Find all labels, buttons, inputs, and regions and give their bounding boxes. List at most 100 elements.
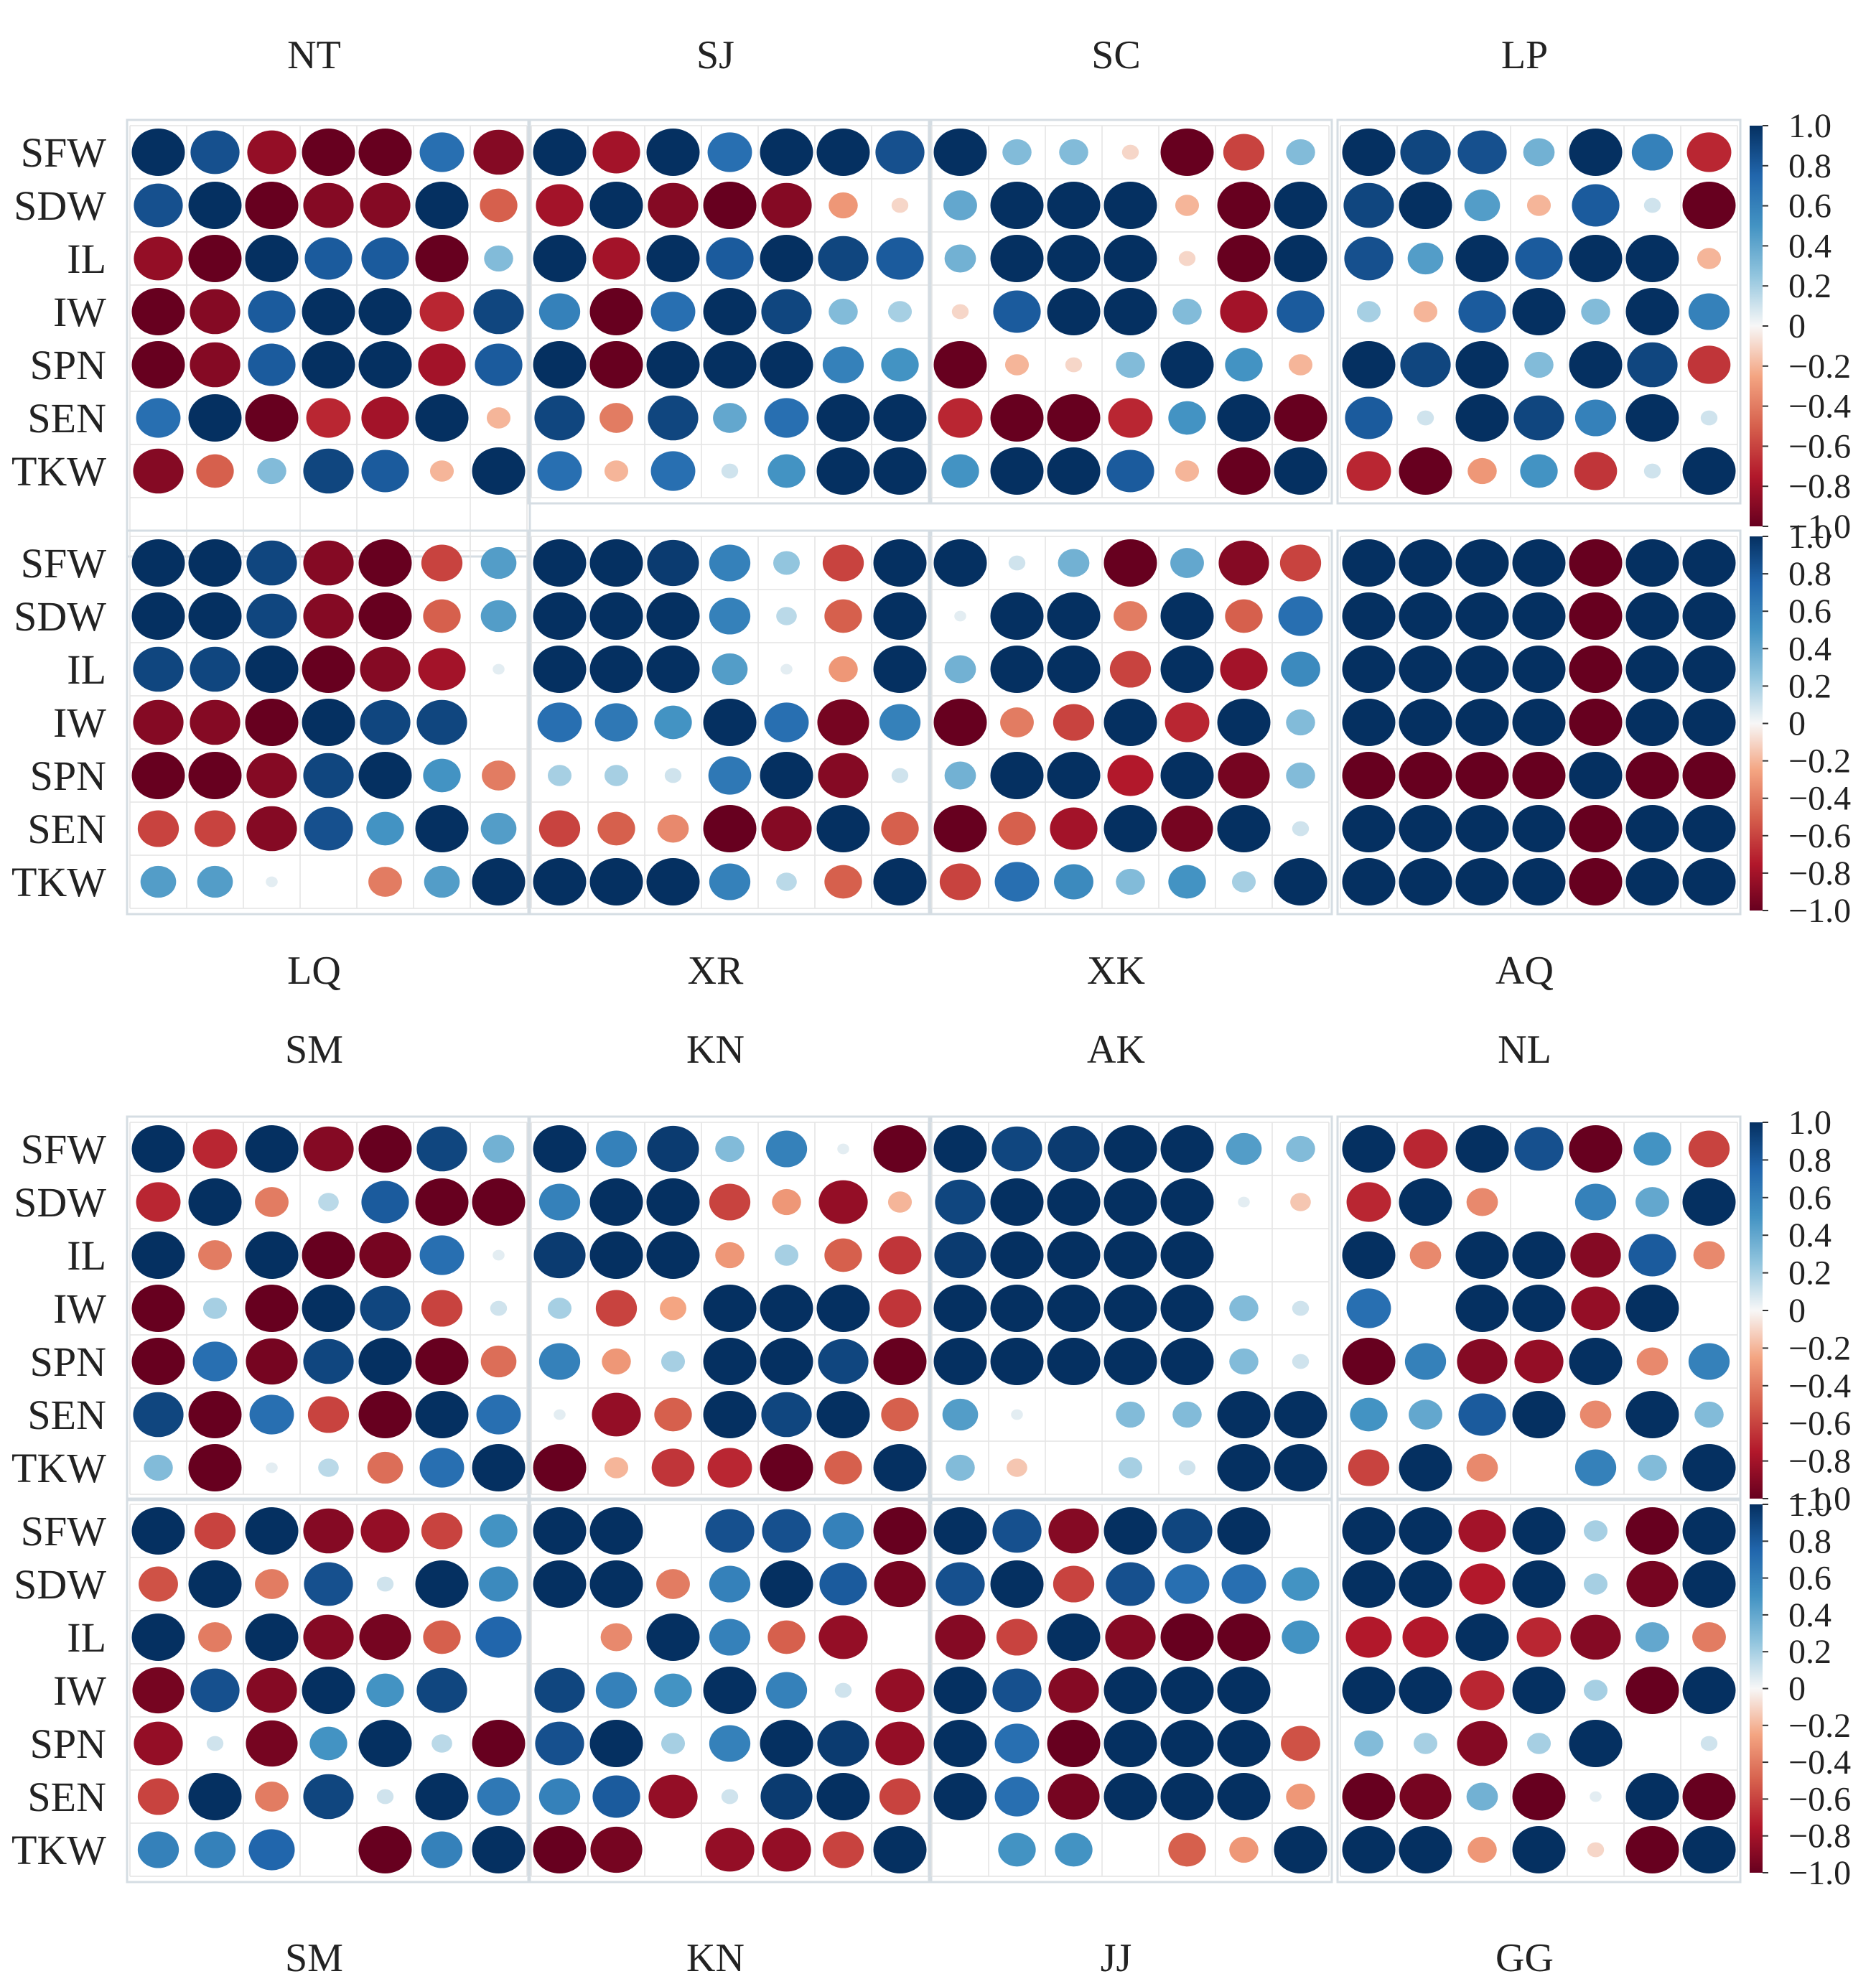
correlation-circle xyxy=(1457,130,1507,174)
correlation-circle xyxy=(245,1507,299,1555)
correlation-circle xyxy=(1346,1182,1391,1222)
colorbar-tick-label: −0.4 xyxy=(1788,1743,1851,1782)
correlation-circle xyxy=(1168,865,1206,899)
correlation-circle xyxy=(1399,539,1452,587)
correlation-circle xyxy=(1512,1391,1566,1438)
correlation-circle xyxy=(1103,1285,1157,1332)
correlation-circle xyxy=(1047,592,1101,640)
correlation-circle xyxy=(1047,182,1101,229)
correlation-circle xyxy=(306,398,351,438)
colorbar-tick-label: 0 xyxy=(1788,1292,1806,1330)
correlation-circle xyxy=(136,1182,181,1222)
correlation-circle xyxy=(475,1616,522,1658)
row-label: SPN xyxy=(30,1338,106,1385)
correlation-circle xyxy=(480,188,518,223)
correlation-circle xyxy=(954,610,966,622)
correlation-circle xyxy=(1292,821,1310,837)
correlation-circle xyxy=(873,1826,927,1873)
correlation-circle xyxy=(1118,1457,1143,1479)
correlation-circle xyxy=(249,1394,294,1435)
correlation-circle xyxy=(304,806,353,851)
correlation-circle xyxy=(1050,807,1098,850)
correlation-circle xyxy=(721,1789,739,1805)
correlation-circle xyxy=(1687,345,1731,384)
correlation-circle xyxy=(703,1667,757,1714)
correlation-circle xyxy=(190,699,241,745)
correlation-circle xyxy=(760,1773,813,1820)
correlation-circle xyxy=(1627,342,1678,388)
correlation-circle xyxy=(657,814,689,843)
correlation-circle xyxy=(776,872,797,891)
correlation-circle xyxy=(762,1509,811,1553)
correlation-circle xyxy=(935,1562,985,1606)
correlation-circle xyxy=(648,182,699,228)
correlation-circle xyxy=(767,454,806,488)
correlation-circle xyxy=(817,1720,869,1767)
correlation-circle xyxy=(990,1285,1044,1332)
row-label: IW xyxy=(53,699,106,746)
correlation-circle xyxy=(1058,549,1090,577)
correlation-circle xyxy=(255,1569,289,1599)
correlation-circle xyxy=(1229,1348,1259,1375)
correlation-circle xyxy=(194,1831,236,1868)
correlation-circle xyxy=(592,1392,641,1437)
correlation-circle xyxy=(873,1444,927,1491)
correlation-circle xyxy=(533,1444,587,1491)
correlation-circle xyxy=(1399,752,1452,799)
correlation-circle xyxy=(646,129,700,176)
correlation-circle xyxy=(1048,1667,1099,1713)
correlation-circle xyxy=(878,1289,922,1328)
correlation-circle xyxy=(1625,858,1679,905)
correlation-circle xyxy=(1682,699,1736,746)
correlation-circle xyxy=(248,1829,295,1871)
panel-frame xyxy=(527,118,933,505)
correlation-circle xyxy=(941,454,979,488)
correlation-circle xyxy=(599,403,633,433)
correlation-circle xyxy=(829,298,858,325)
correlation-circle xyxy=(1162,1508,1213,1554)
correlation-circle xyxy=(595,1672,638,1709)
correlation-panel-NL xyxy=(1336,1115,1742,1501)
correlation-circle xyxy=(358,1720,412,1767)
correlation-circle xyxy=(589,1560,643,1608)
correlation-circle xyxy=(764,398,809,438)
correlation-circle xyxy=(144,1454,173,1481)
correlation-circle xyxy=(1625,539,1679,587)
correlation-circle xyxy=(1342,1560,1396,1608)
correlation-circle xyxy=(131,592,185,640)
correlation-circle xyxy=(533,646,587,693)
correlation-circle xyxy=(1682,858,1736,905)
correlation-circle xyxy=(255,1187,289,1217)
correlation-circle xyxy=(818,1338,869,1384)
panel-frame xyxy=(527,529,933,916)
correlation-circle xyxy=(1399,858,1452,905)
correlation-circle xyxy=(1342,1125,1396,1173)
correlation-circle xyxy=(1625,752,1679,799)
correlation-panel-JJ xyxy=(928,1497,1333,1883)
correlation-circle xyxy=(1512,539,1566,587)
correlation-circle xyxy=(245,1285,299,1332)
colorbar-tick-label: −0.8 xyxy=(1788,1817,1851,1855)
correlation-circle xyxy=(1682,1507,1736,1555)
correlation-circle xyxy=(1342,805,1396,852)
correlation-circle xyxy=(646,1178,700,1226)
correlation-circle xyxy=(1217,1614,1271,1661)
correlation-circle xyxy=(131,752,185,799)
correlation-circle xyxy=(1047,752,1101,799)
correlation-circle xyxy=(818,1615,868,1659)
correlation-circle xyxy=(303,593,354,639)
correlation-circle xyxy=(475,343,523,386)
correlation-circle xyxy=(192,1129,238,1169)
correlation-circle xyxy=(1229,1295,1259,1322)
panel-frame xyxy=(1336,529,1742,916)
row-label: SFW xyxy=(21,1126,107,1173)
correlation-circle xyxy=(834,1682,852,1698)
correlation-circle xyxy=(1281,1726,1320,1761)
correlation-circle xyxy=(1217,699,1271,746)
correlation-circle xyxy=(646,1614,700,1661)
correlation-circle xyxy=(760,341,813,388)
correlation-circle xyxy=(1512,805,1566,852)
correlation-circle xyxy=(206,1736,224,1751)
correlation-circle xyxy=(1569,805,1623,852)
correlation-circle xyxy=(480,812,517,845)
